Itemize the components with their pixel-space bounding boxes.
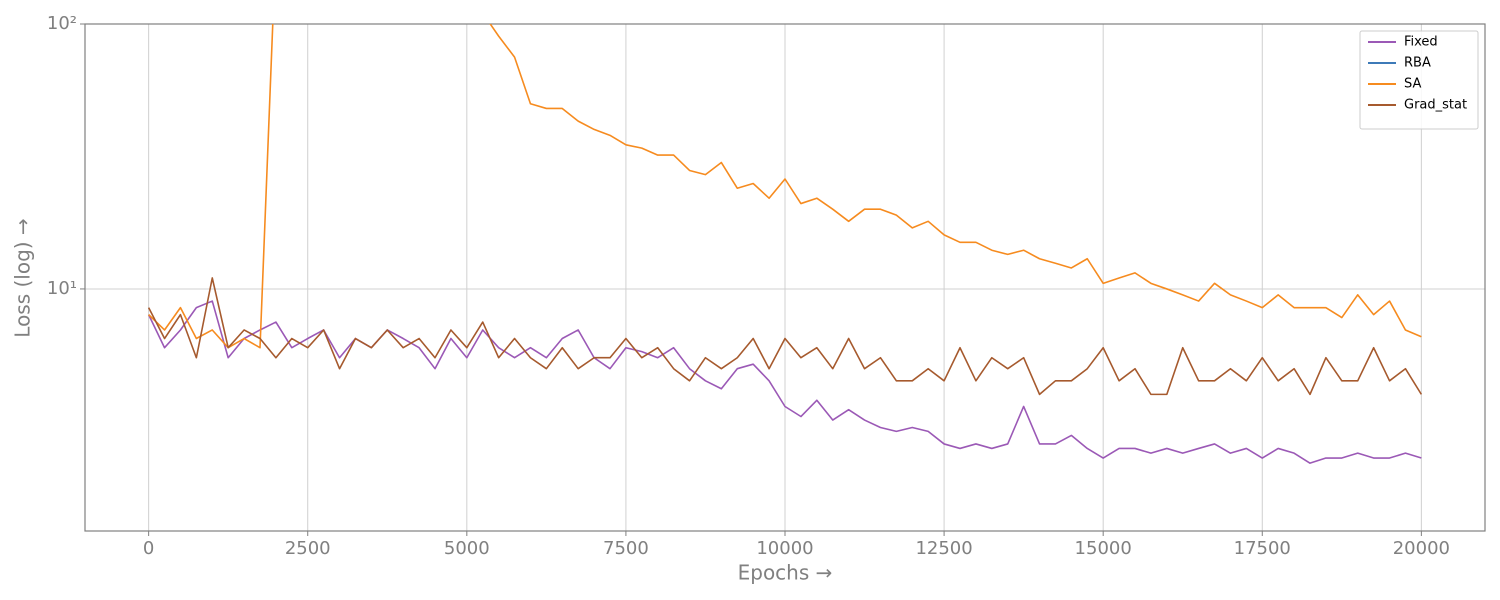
x-tick-label: 2500 (285, 538, 331, 559)
plot-frame (84, 23, 1486, 532)
series-line (148, 24, 1422, 349)
y-axis-label: Loss (log) → (11, 218, 35, 337)
y-tick-label: 10¹ (47, 278, 77, 299)
legend-label: SA (1404, 77, 1421, 92)
series-line (147, 277, 1423, 396)
legend-label: Fixed (1404, 35, 1438, 50)
x-tick-label: 0 (143, 538, 154, 559)
x-axis-label: Epochs → (738, 561, 833, 585)
x-tick-label: 5000 (444, 538, 490, 559)
x-tick-label: 10000 (756, 538, 813, 559)
legend-label: RBA (1404, 56, 1431, 71)
plot-area (147, 24, 1423, 464)
x-tick-label: 7500 (603, 538, 649, 559)
x-tick-label: 17500 (1234, 538, 1291, 559)
y-tick-label: 10² (47, 13, 77, 34)
x-tick-label: 15000 (1075, 538, 1132, 559)
legend-label: Grad_stat (1404, 98, 1467, 113)
x-tick-label: 20000 (1393, 538, 1450, 559)
x-tick-label: 12500 (915, 538, 972, 559)
